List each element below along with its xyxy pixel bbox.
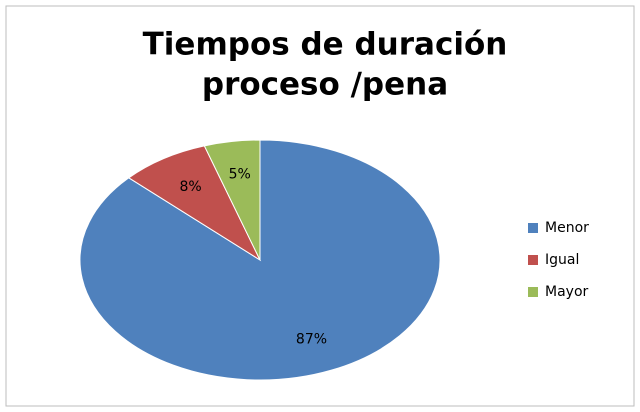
legend-swatch — [528, 287, 538, 297]
legend-label: Mayor — [545, 284, 589, 300]
data-label: 8% — [179, 179, 201, 195]
data-label: 87% — [296, 331, 327, 347]
legend-swatch — [528, 223, 538, 233]
chart-title: Tiempos de duración — [143, 27, 508, 63]
legend-label: Igual — [545, 252, 579, 268]
legend-label: Menor — [545, 220, 589, 236]
data-label: 5% — [229, 167, 251, 183]
pie-slice — [127, 145, 262, 262]
legend-swatch — [528, 255, 538, 265]
chart-title: proceso /pena — [202, 67, 448, 103]
pie-slice — [203, 139, 261, 261]
